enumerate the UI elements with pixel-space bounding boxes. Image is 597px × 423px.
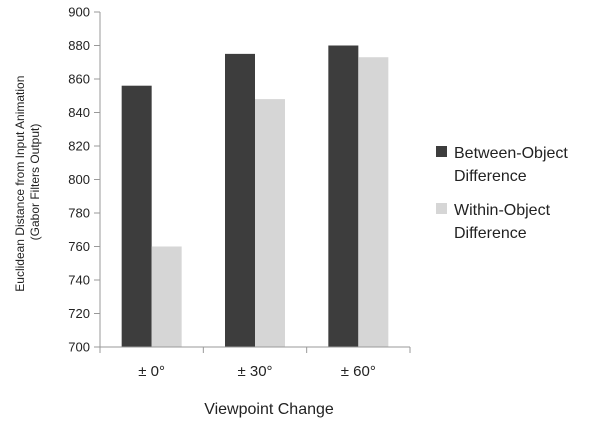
y-tick-label: 700 (68, 340, 90, 355)
y-tick-label: 820 (68, 139, 90, 154)
bar-within-1 (255, 99, 285, 347)
bar-within-2 (358, 57, 389, 347)
y-axis: 700 720 740 760 780 800 820 840 860 880 900 (68, 5, 101, 355)
bar-between-0 (121, 85, 152, 347)
x-tick-label: ± 60° (341, 363, 376, 380)
y-tick-label: 760 (68, 239, 90, 254)
legend-label: Within-Object Difference (454, 202, 551, 242)
y-tick-label: 840 (68, 105, 90, 120)
x-tick-label: ± 30° (237, 363, 272, 380)
x-axis-title: Viewpoint Change (204, 401, 334, 418)
y-tick-label: 900 (68, 5, 90, 20)
x-axis: ± 0° ± 30° ± 60° (99, 346, 411, 380)
legend-label-line: Between-Object (454, 145, 568, 162)
y-axis-title: Euclidean Distance from Input Animation … (13, 72, 42, 291)
y-axis-title-line-2: (Gabor Filters Output) (28, 124, 42, 241)
y-tick-label: 880 (68, 38, 90, 53)
y-axis-title-line-1: Euclidean Distance from Input Animation (13, 76, 27, 292)
bars (121, 45, 389, 347)
legend-label-line: Difference (454, 168, 527, 185)
y-tick-label: 720 (68, 306, 90, 321)
legend-label-line: Difference (454, 225, 527, 242)
x-tick-label: ± 0° (138, 363, 165, 380)
legend-swatch (436, 203, 447, 214)
y-tick-label: 860 (68, 72, 90, 87)
bar-within-0 (151, 246, 182, 347)
legend: Between-Object Difference Within-Object Dif… (436, 145, 568, 242)
legend-label: Between-Object Difference (454, 145, 568, 185)
bar-between-1 (225, 53, 255, 347)
y-tick-label: 740 (68, 273, 90, 288)
legend-label-line: Within-Object (454, 202, 551, 219)
legend-swatch (436, 146, 447, 157)
bar-between-2 (328, 45, 359, 347)
y-tick-label: 800 (68, 172, 90, 187)
y-tick-label: 780 (68, 206, 90, 221)
